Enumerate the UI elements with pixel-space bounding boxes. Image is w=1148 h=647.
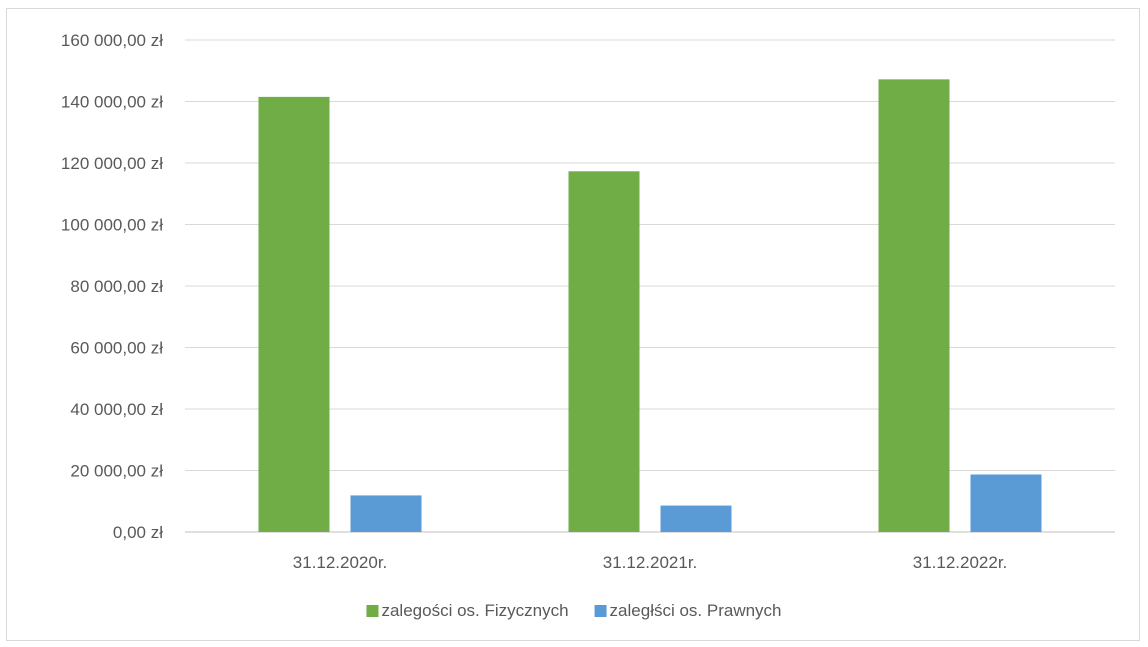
bars	[258, 79, 1042, 533]
legend-swatch	[594, 605, 607, 617]
legend: zalegości os. Fizycznych zaległści os. Pr…	[366, 601, 782, 620]
legend-label: zaległści os. Prawnych	[610, 601, 782, 620]
legend-item: zaległści os. Prawnych	[594, 601, 782, 620]
y-tick-label: 60 000,00 zł	[70, 339, 163, 358]
y-tick-label: 0,00 zł	[113, 523, 163, 542]
y-tick-label: 20 000,00 zł	[70, 462, 163, 481]
legend-swatch	[366, 605, 379, 617]
bar-fizycznych-1	[568, 171, 640, 533]
y-axis-tick-labels: 0,00 zł 20 000,00 zł 40 000,00 zł 60 000,00…	[61, 31, 163, 542]
x-category-label: 31.12.2022r.	[913, 553, 1008, 572]
x-category-label: 31.12.2020r.	[293, 553, 388, 572]
x-category-label: 31.12.2021r.	[603, 553, 698, 572]
bar-prawnych-0	[350, 495, 422, 532]
gridlines	[185, 39, 1115, 533]
y-tick-label: 40 000,00 zł	[70, 400, 163, 419]
bar-fizycznych-0	[258, 96, 330, 532]
bar-prawnych-1	[660, 505, 732, 532]
y-tick-label: 100 000,00 zł	[61, 216, 163, 235]
x-axis-category-labels: 31.12.2020r. 31.12.2021r. 31.12.2022r.	[293, 553, 1008, 572]
legend-item: zalegości os. Fizycznych	[366, 601, 569, 620]
bar-prawnych-2	[970, 474, 1042, 532]
legend-label: zalegości os. Fizycznych	[381, 601, 568, 620]
y-tick-label: 140 000,00 zł	[61, 93, 163, 112]
y-tick-label: 80 000,00 zł	[70, 277, 163, 296]
y-tick-label: 120 000,00 zł	[61, 154, 163, 173]
bar-fizycznych-2	[878, 79, 950, 533]
y-tick-label: 160 000,00 zł	[61, 31, 163, 50]
